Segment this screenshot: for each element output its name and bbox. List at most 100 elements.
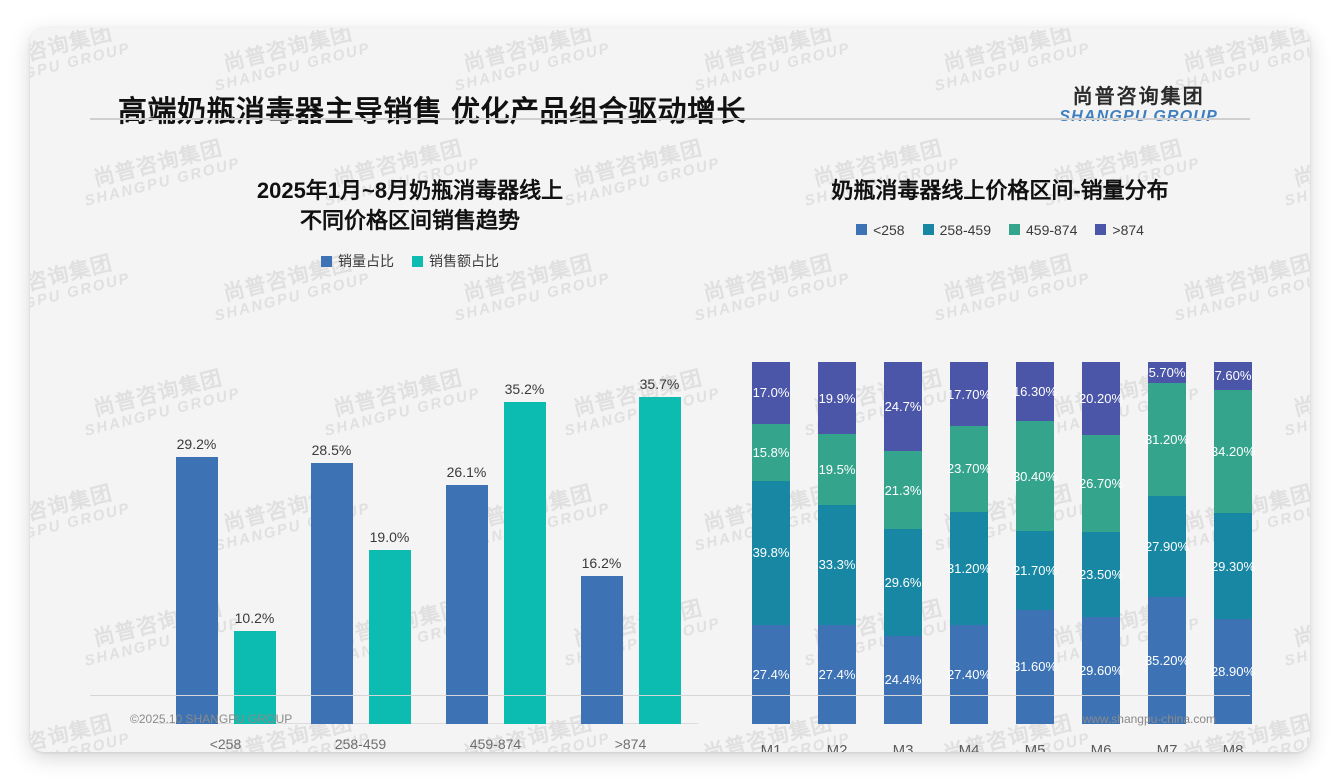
stack-segment[interactable]: 21.70% [1013, 531, 1057, 610]
x-axis-label: M4 [958, 742, 980, 752]
bar-column[interactable]: 10.2% [233, 308, 276, 724]
bar-rect[interactable] [175, 456, 218, 724]
stack-segment[interactable]: 29.6% [884, 528, 922, 636]
right-chart-legend-item[interactable]: 459-874 [1009, 222, 1077, 238]
stack-segment[interactable]: 30.40% [1013, 421, 1057, 532]
legend-label: >874 [1112, 221, 1144, 238]
stack-segment[interactable]: 31.60% [1013, 609, 1057, 724]
left-chart-legend-item[interactable]: 销量占比 [321, 251, 394, 271]
stack-segment[interactable]: 24.4% [884, 635, 922, 724]
x-axis-label: M6 [1090, 742, 1112, 752]
bar-rect[interactable] [368, 550, 411, 724]
bar-rect[interactable] [310, 463, 353, 724]
stacked-bar-column[interactable]: 20.20% 26.70% 23.50% 29.60% [1068, 362, 1134, 724]
stacked-bar-column[interactable]: 19.9% 19.5% 33.3% 27.4% [804, 362, 870, 724]
stacked-bar-column[interactable]: 17.0% 15.8% 39.8% 27.4% [738, 362, 804, 724]
slide-header: 高端奶瓶消毒器主导销售 优化产品组合驱动增长 尚普咨询集团 SHANGPU GR… [30, 28, 1310, 128]
stack-segment[interactable]: 23.70% [947, 426, 991, 512]
left-chart-legend: 销量占比 销售额占比 [100, 251, 720, 271]
stack-segment[interactable]: 39.8% [752, 480, 790, 625]
stack-segment-label: 5.70% [1148, 364, 1186, 380]
bar-column[interactable]: 35.2% [503, 308, 546, 724]
bar-column[interactable]: 16.2% [580, 308, 623, 724]
stacked-bar-column[interactable]: 5.70% 31.20% 27.90% 35.20% [1134, 362, 1200, 724]
x-axis-label: M8 [1222, 742, 1244, 752]
right-chart-legend-item[interactable]: 258-459 [922, 222, 991, 238]
stacked-bar-column[interactable]: 16.30% 30.40% 21.70% 31.60% [1002, 362, 1068, 724]
footer-divider [90, 695, 1250, 696]
stacked-bar: 5.70% 31.20% 27.90% 35.20% [1144, 362, 1190, 724]
stack-segment[interactable]: 28.90% [1210, 619, 1256, 724]
stack-segment-label: 24.7% [884, 399, 922, 415]
bar-rect[interactable] [233, 630, 276, 724]
stack-segment[interactable]: 24.7% [884, 362, 922, 452]
stack-segment[interactable]: 16.30% [1013, 362, 1057, 422]
stack-segment-label: 29.60% [1078, 662, 1124, 678]
stack-segment-label: 21.3% [884, 482, 922, 498]
stack-segment[interactable]: 33.3% [818, 504, 856, 625]
stack-segment[interactable]: 35.20% [1145, 596, 1189, 724]
stack-segment-label: 28.90% [1210, 664, 1256, 680]
stack-segment-label: 29.30% [1210, 558, 1256, 574]
right-chart-title: 奶瓶消毒器线上价格区间-销量分布 [831, 178, 1169, 203]
stack-segment[interactable]: 27.40% [947, 624, 991, 724]
stack-segment[interactable]: 19.9% [818, 362, 856, 434]
legend-swatch-icon [1095, 224, 1107, 236]
bar-rect[interactable] [638, 397, 681, 724]
footer-website[interactable]: www.shangpu-china.com [1082, 712, 1216, 726]
stacked-bar: 17.0% 15.8% 39.8% 27.4% [752, 362, 790, 724]
bar-column[interactable]: 35.7% [638, 308, 681, 724]
stack-segment[interactable]: 17.70% [946, 362, 992, 427]
bar-rect[interactable] [503, 401, 546, 724]
legend-swatch-icon [1009, 224, 1020, 236]
stack-segment[interactable]: 27.4% [752, 624, 790, 724]
bar-value-label: 16.2% [581, 554, 622, 571]
legend-label: 销量占比 [338, 253, 394, 270]
legend-swatch-icon [856, 224, 868, 236]
slide: 尚普咨询集团 SHANGPU GROUP 尚普咨询集团 SHANGPU GROUP 尚普… [30, 28, 1310, 752]
stack-segment[interactable]: 26.70% [1079, 435, 1123, 532]
company-logo: 尚普咨询集团 SHANGPU GROUP [1059, 86, 1218, 126]
header-divider [90, 118, 1250, 120]
bar-column[interactable]: 26.1% [445, 308, 488, 724]
stack-segment[interactable]: 7.60% [1214, 362, 1252, 390]
stacked-bar-column[interactable]: 24.7% 21.3% 29.6% 24.4% [870, 362, 936, 724]
stack-segment-label: 29.6% [884, 574, 922, 590]
bar-value-label: 26.1% [446, 464, 487, 481]
stack-segment[interactable]: 34.20% [1211, 389, 1255, 514]
stack-segment[interactable]: 31.20% [1144, 382, 1190, 496]
bar-column[interactable]: 29.2% [175, 308, 218, 724]
stacked-bar-column[interactable]: 17.70% 23.70% 31.20% 27.40% [936, 362, 1002, 724]
left-chart-legend-item[interactable]: 销售额占比 [412, 251, 499, 271]
right-chart-x-axis-labels: M1 M2 M3 M4 M5 M6 M7 M8 [738, 732, 1266, 752]
bar-column[interactable]: 28.5% [310, 308, 353, 724]
stack-segment[interactable]: 19.5% [818, 433, 856, 505]
stack-segment[interactable]: 23.50% [1079, 531, 1123, 617]
bar-group: 28.5% 19.0% [293, 308, 428, 724]
stack-segment[interactable]: 15.8% [752, 423, 790, 481]
bar-group: 26.1% 35.2% [428, 308, 563, 724]
stack-segment[interactable]: 27.4% [818, 624, 856, 724]
stack-segment[interactable]: 5.70% [1148, 362, 1186, 383]
bar-rect[interactable] [580, 575, 623, 724]
bar-column[interactable]: 19.0% [368, 308, 411, 724]
stack-segment[interactable]: 31.20% [947, 511, 991, 625]
stacked-bar-column[interactable]: 7.60% 34.20% 29.30% 28.90% [1200, 362, 1266, 724]
stack-segment-label: 17.70% [946, 386, 992, 402]
logo-english-text: SHANGPU GROUP [1059, 108, 1218, 126]
stack-segment-label: 19.9% [818, 390, 856, 406]
stack-segment[interactable]: 20.20% [1079, 362, 1123, 436]
legend-label: <258 [873, 221, 905, 238]
stack-segment[interactable]: 29.30% [1210, 513, 1256, 620]
stack-segment[interactable]: 17.0% [752, 362, 790, 424]
right-chart-legend-item[interactable]: >874 [1095, 222, 1144, 238]
stack-segment[interactable]: 21.3% [884, 451, 922, 529]
bar-rect[interactable] [445, 485, 488, 724]
stack-segment[interactable]: 27.90% [1145, 495, 1189, 597]
stack-segment[interactable]: 29.60% [1078, 616, 1124, 724]
right-chart-legend-item[interactable]: <258 [856, 222, 905, 238]
legend-swatch-icon [922, 224, 934, 236]
stack-segment-label: 33.3% [818, 557, 856, 573]
stack-segment-label: 31.20% [1144, 431, 1190, 447]
